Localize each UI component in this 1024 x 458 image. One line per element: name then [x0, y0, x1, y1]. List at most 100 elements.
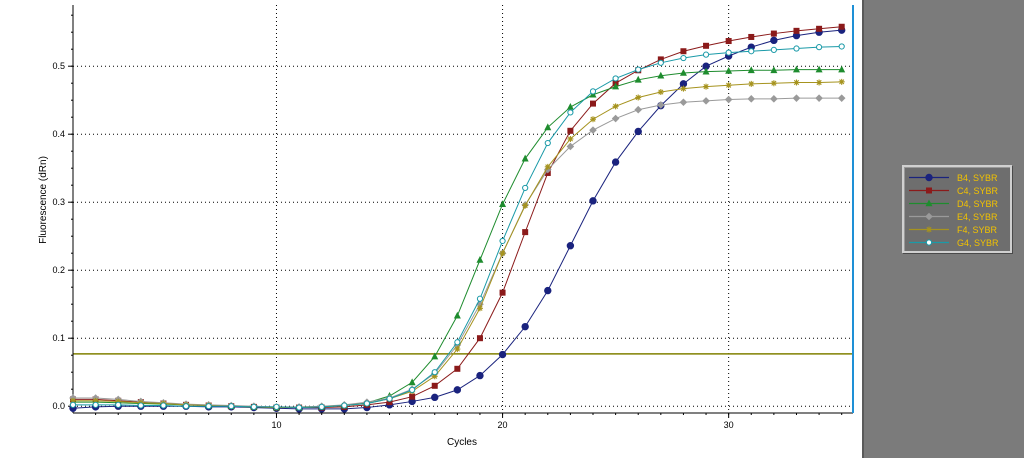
data-point	[838, 65, 846, 73]
legend-symbol	[909, 187, 949, 194]
legend-label: B4, SYBR	[957, 172, 998, 183]
data-point	[295, 404, 303, 411]
data-point	[566, 142, 575, 151]
data-point	[363, 400, 371, 407]
data-point	[635, 94, 642, 101]
data-point	[498, 350, 507, 359]
data-point	[590, 116, 596, 123]
data-point	[92, 401, 99, 408]
data-point	[679, 98, 688, 107]
data-point	[815, 94, 823, 102]
data-point	[544, 139, 551, 147]
data-point	[635, 66, 642, 73]
data-point	[589, 88, 597, 95]
legend-symbol	[909, 239, 949, 246]
data-point	[748, 80, 755, 87]
data-point	[589, 197, 597, 205]
data-point	[792, 65, 800, 73]
series-5	[69, 43, 845, 411]
legend-symbol	[909, 173, 949, 182]
data-point	[725, 49, 732, 56]
legend-marker	[926, 226, 932, 233]
data-point	[702, 51, 710, 58]
data-point	[454, 346, 461, 353]
data-point	[702, 97, 710, 105]
data-point	[522, 229, 529, 236]
series-4	[70, 78, 845, 411]
data-point	[748, 33, 755, 40]
data-point	[634, 75, 642, 83]
data-point	[522, 184, 529, 192]
data-point	[679, 69, 687, 76]
data-point	[567, 135, 574, 142]
data-point	[590, 100, 596, 107]
data-point	[408, 378, 416, 386]
legend-marker	[925, 239, 933, 246]
data-point	[115, 398, 122, 405]
data-point	[815, 44, 823, 51]
data-point	[544, 286, 552, 295]
data-point	[725, 66, 733, 74]
data-point	[341, 402, 348, 409]
data-point	[431, 373, 438, 380]
data-point	[724, 95, 733, 104]
data-point	[115, 401, 122, 408]
data-point	[680, 85, 687, 92]
x-tick-label: 10	[271, 420, 281, 430]
legend-item: B4, SYBR	[907, 171, 1007, 184]
data-point	[793, 27, 800, 34]
legend-symbol	[909, 226, 949, 233]
legend-symbol	[909, 199, 949, 207]
data-point	[748, 48, 755, 55]
data-point	[747, 66, 755, 74]
legend-label: F4, SYBR	[957, 224, 998, 235]
data-point	[182, 403, 190, 410]
series-line	[73, 69, 842, 409]
data-point	[567, 109, 574, 116]
data-point	[476, 371, 484, 380]
data-point	[612, 75, 619, 82]
y-tick-label: 0.5	[52, 61, 65, 71]
data-point	[703, 42, 710, 49]
data-point	[409, 393, 416, 400]
data-point	[567, 127, 574, 134]
data-point	[838, 78, 845, 85]
data-point	[703, 83, 710, 90]
legend-item: D4, SYBR	[907, 197, 1007, 210]
x-tick-label: 30	[724, 420, 734, 430]
data-point	[453, 311, 461, 319]
data-point	[793, 79, 800, 86]
legend-marker	[926, 187, 932, 194]
data-point	[702, 67, 710, 75]
data-point	[657, 56, 664, 63]
data-point	[431, 352, 439, 360]
data-point	[250, 403, 257, 410]
data-point	[476, 335, 483, 342]
data-point	[386, 395, 393, 402]
data-point	[454, 365, 461, 372]
data-point	[499, 289, 506, 296]
legend-label: G4, SYBR	[957, 237, 999, 248]
data-point	[92, 397, 99, 404]
data-point	[657, 71, 665, 79]
data-point	[453, 386, 462, 394]
legend-marker	[925, 199, 933, 207]
y-tick-label: 0.4	[52, 129, 65, 139]
x-axis-title: Cycles	[447, 437, 477, 448]
data-point	[228, 403, 235, 410]
data-point	[69, 401, 77, 408]
data-point	[566, 242, 575, 250]
y-tick-label: 0.3	[52, 197, 65, 207]
data-point	[680, 48, 687, 55]
data-point	[476, 295, 484, 302]
y-tick-label: 0.1	[52, 333, 65, 343]
data-point	[454, 339, 461, 346]
data-point	[544, 123, 552, 131]
data-point	[544, 163, 551, 170]
data-point	[725, 38, 732, 45]
data-point	[816, 25, 823, 32]
data-point	[522, 202, 529, 209]
plot-panel: 0.0 0.1 0.2 0.3 0.4 0.5 10 20 30 Cycles Fluoresc…	[38, 5, 854, 448]
data-point	[70, 397, 76, 404]
data-point	[612, 103, 619, 110]
